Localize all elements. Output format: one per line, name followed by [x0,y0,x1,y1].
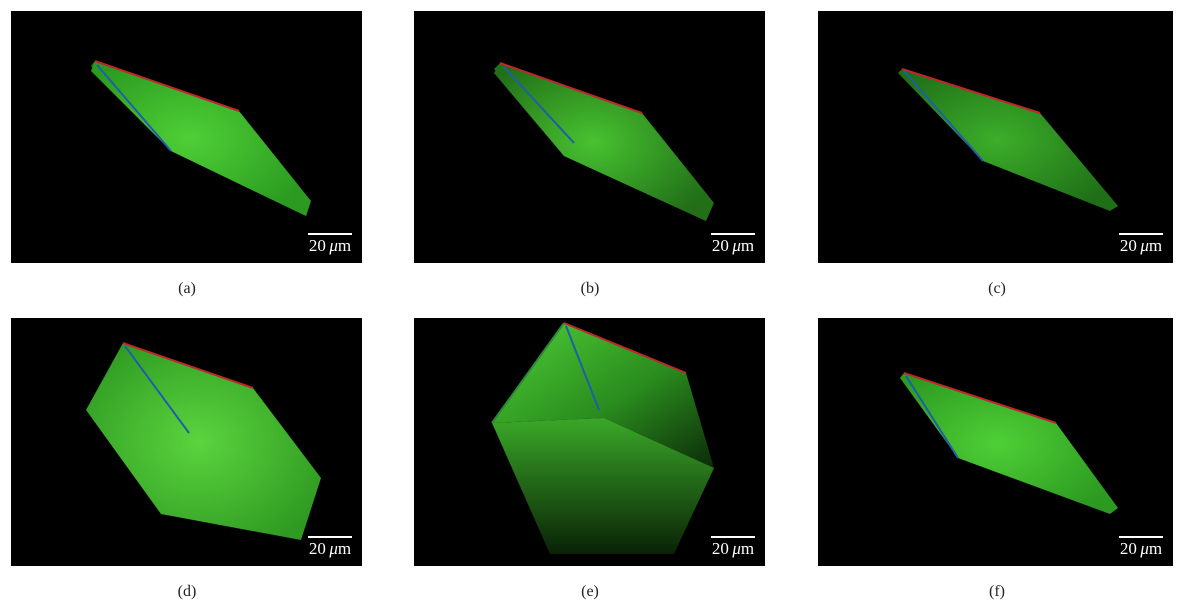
microscopy-panel-f: 20 μm [818,318,1173,566]
sample-slab-top [898,69,1118,211]
sample-block [86,343,321,540]
scale-bar: 20 μm [1119,233,1163,255]
scale-bar-value: 20 [712,539,729,558]
confocal-3d-render-e [414,318,765,566]
confocal-3d-render-a [11,11,362,263]
scale-bar: 20 μm [1119,536,1163,558]
microscopy-panel-d: 20 μm [11,318,362,566]
scale-bar-line [711,233,755,235]
confocal-3d-render-f [818,318,1173,566]
scale-bar: 20 μm [308,536,352,558]
scale-bar-line [1119,536,1163,538]
scale-bar-value: 20 [1120,236,1137,255]
panel-caption-a: (a) [157,280,217,298]
panel-caption-b: (b) [560,280,620,298]
sample-slab-top [91,61,311,216]
scale-bar-line [308,536,352,538]
microscopy-panel-c: 20 μm [818,11,1173,263]
panel-caption-f: (f) [967,583,1027,601]
scale-bar-value: 20 [309,236,326,255]
scale-bar-line [711,536,755,538]
confocal-3d-render-d [11,318,362,566]
sample-slab-top [494,63,714,221]
scale-bar: 20 μm [711,536,755,558]
confocal-3d-render-b [414,11,765,263]
scale-bar: 20 μm [711,233,755,255]
microscopy-panel-a: 20 μm [11,11,362,263]
scale-bar-value: 20 [712,236,729,255]
scale-bar: 20 μm [308,233,352,255]
microscopy-panel-b: 20 μm [414,11,765,263]
sample-slab-top [900,373,1118,514]
panel-caption-e: (e) [560,583,620,601]
scale-bar-line [308,233,352,235]
scale-bar-line [1119,233,1163,235]
microscopy-panel-e: 20 μm [414,318,765,566]
panel-caption-d: (d) [157,583,217,601]
panel-caption-c: (c) [967,280,1027,298]
scale-bar-value: 20 [1120,539,1137,558]
scale-bar-value: 20 [309,539,326,558]
confocal-3d-render-c [818,11,1173,263]
